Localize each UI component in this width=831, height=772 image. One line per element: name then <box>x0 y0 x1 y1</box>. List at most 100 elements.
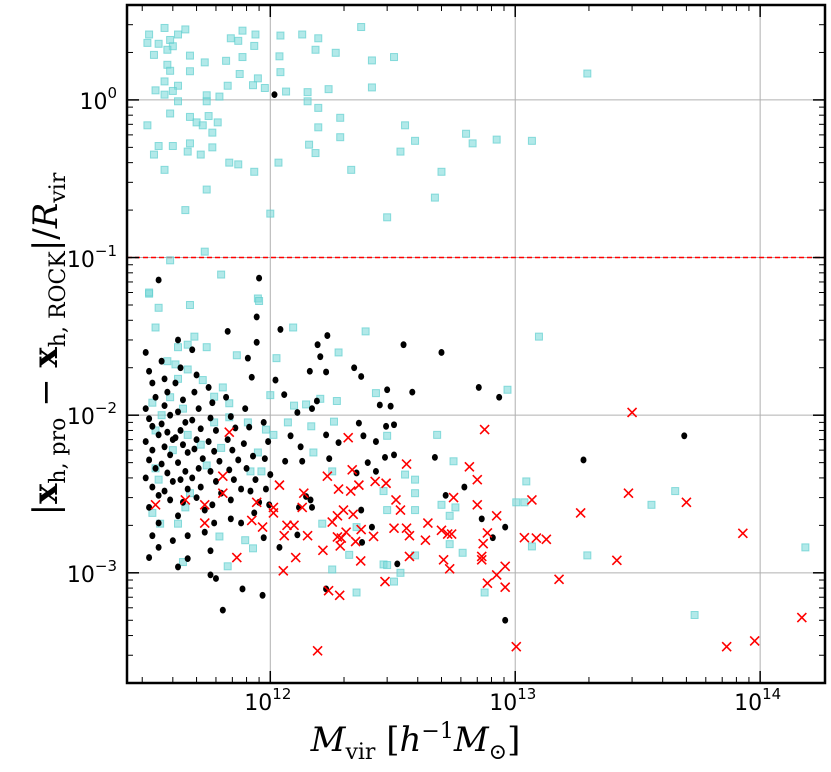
cyan-square-point <box>390 577 399 586</box>
cyan-square-point <box>379 487 388 496</box>
cyan-square-point <box>328 565 337 574</box>
black-circle-point <box>235 456 242 464</box>
cyan-square-point <box>451 503 460 512</box>
black-circle-point <box>193 371 200 379</box>
red-cross-point <box>526 494 537 505</box>
cyan-square-point <box>309 448 318 457</box>
black-circle-point <box>227 515 234 523</box>
black-circle-point <box>172 379 179 387</box>
black-circle-point <box>323 431 330 439</box>
red-cross-point <box>796 612 807 623</box>
cyan-square-point <box>401 470 410 479</box>
black-circle-point <box>207 547 214 555</box>
cyan-square-point <box>143 121 152 130</box>
black-circle-point <box>387 402 394 410</box>
cyan-square-point <box>361 327 370 336</box>
black-circle-point <box>248 373 255 381</box>
black-circle-point <box>179 396 186 404</box>
cyan-square-point <box>383 213 392 222</box>
black-circle-point <box>146 554 153 561</box>
cyan-square-point <box>345 550 354 559</box>
black-circle-point <box>461 483 468 491</box>
black-circle-point <box>299 457 306 465</box>
black-circle-point <box>251 509 258 517</box>
black-circle-point <box>212 478 219 485</box>
black-circle-point <box>149 483 156 491</box>
red-cross-point <box>553 574 565 585</box>
black-circle-point <box>265 438 272 445</box>
cyan-square-point <box>148 508 157 517</box>
cyan-square-point <box>331 48 340 57</box>
black-circle-point <box>351 364 358 372</box>
red-cross-point <box>541 534 552 545</box>
black-circle-point <box>155 276 162 284</box>
cyan-square-point <box>250 41 259 50</box>
red-cross-point <box>390 494 402 505</box>
cyan-square-point <box>318 519 327 528</box>
cyan-square-point <box>307 422 316 431</box>
cyan-square-point <box>204 112 213 121</box>
red-cross-point <box>350 536 361 547</box>
black-circle-point <box>209 399 216 407</box>
grid-lines <box>127 5 825 683</box>
x-tick-label: 1014 <box>734 685 782 716</box>
cyan-square-point <box>249 544 258 553</box>
black-circle-point <box>409 388 416 396</box>
black-circle-point <box>184 449 191 456</box>
cyan-square-point <box>168 142 177 151</box>
y-tick-label: 10−2 <box>66 399 117 431</box>
cyan-square-point <box>671 487 680 496</box>
cyan-square-point <box>255 297 264 306</box>
black-circle-point <box>175 512 182 520</box>
black-circle-point <box>294 531 301 539</box>
cyan-square-point <box>217 270 226 279</box>
cyan-square-point <box>183 365 192 374</box>
black-circle-point <box>161 375 168 383</box>
red-cross-point <box>737 528 748 539</box>
cyan-square-point <box>311 45 320 54</box>
red-cross-point <box>297 502 308 513</box>
cyan-square-point <box>583 69 592 78</box>
y-label-rsub: vir <box>46 172 71 203</box>
black-circle-point <box>502 616 509 624</box>
black-circle-point <box>376 401 383 409</box>
red-cross-point <box>482 527 493 539</box>
cyan-square-point <box>283 418 292 427</box>
black-circle-point <box>167 496 174 504</box>
cyan-square-point <box>217 443 226 452</box>
red-cross-point <box>150 499 161 510</box>
cyan-square-point <box>334 348 343 357</box>
cyan-square-point <box>352 523 361 532</box>
black-circle-point <box>177 427 184 434</box>
black-circle-point <box>372 438 379 445</box>
black-circle-point <box>391 451 398 459</box>
black-circle-point <box>475 384 482 391</box>
black-circle-point <box>158 357 165 365</box>
red-cross-point <box>251 497 262 508</box>
black-circle-point <box>358 373 365 380</box>
cyan-square-point <box>276 68 285 77</box>
black-circle-point <box>211 519 218 527</box>
red-cross-point <box>224 427 235 438</box>
black-circle-point <box>281 391 288 399</box>
black-circle-point <box>276 543 283 551</box>
black-circle-point <box>205 438 212 445</box>
black-circle-point <box>167 411 174 419</box>
black-circle-point <box>152 393 159 401</box>
red-cross-point <box>290 552 301 563</box>
cyan-square-point <box>223 562 232 571</box>
red-cross-point <box>334 590 345 601</box>
red-cross-point <box>500 561 511 572</box>
cyan-square-point <box>445 540 454 549</box>
black-circle-point <box>496 393 503 401</box>
black-circle-point <box>195 405 202 413</box>
cyan-square-point <box>190 332 199 341</box>
cyan-square-point <box>371 389 380 398</box>
cyan-square-point <box>449 457 458 466</box>
black-circle-point <box>197 483 204 491</box>
black-circle-point <box>207 414 214 422</box>
cyan-square-point <box>183 340 192 349</box>
cyan-square-point <box>520 498 529 507</box>
black-circle-point <box>297 443 304 451</box>
cyan-square-point <box>234 36 243 45</box>
